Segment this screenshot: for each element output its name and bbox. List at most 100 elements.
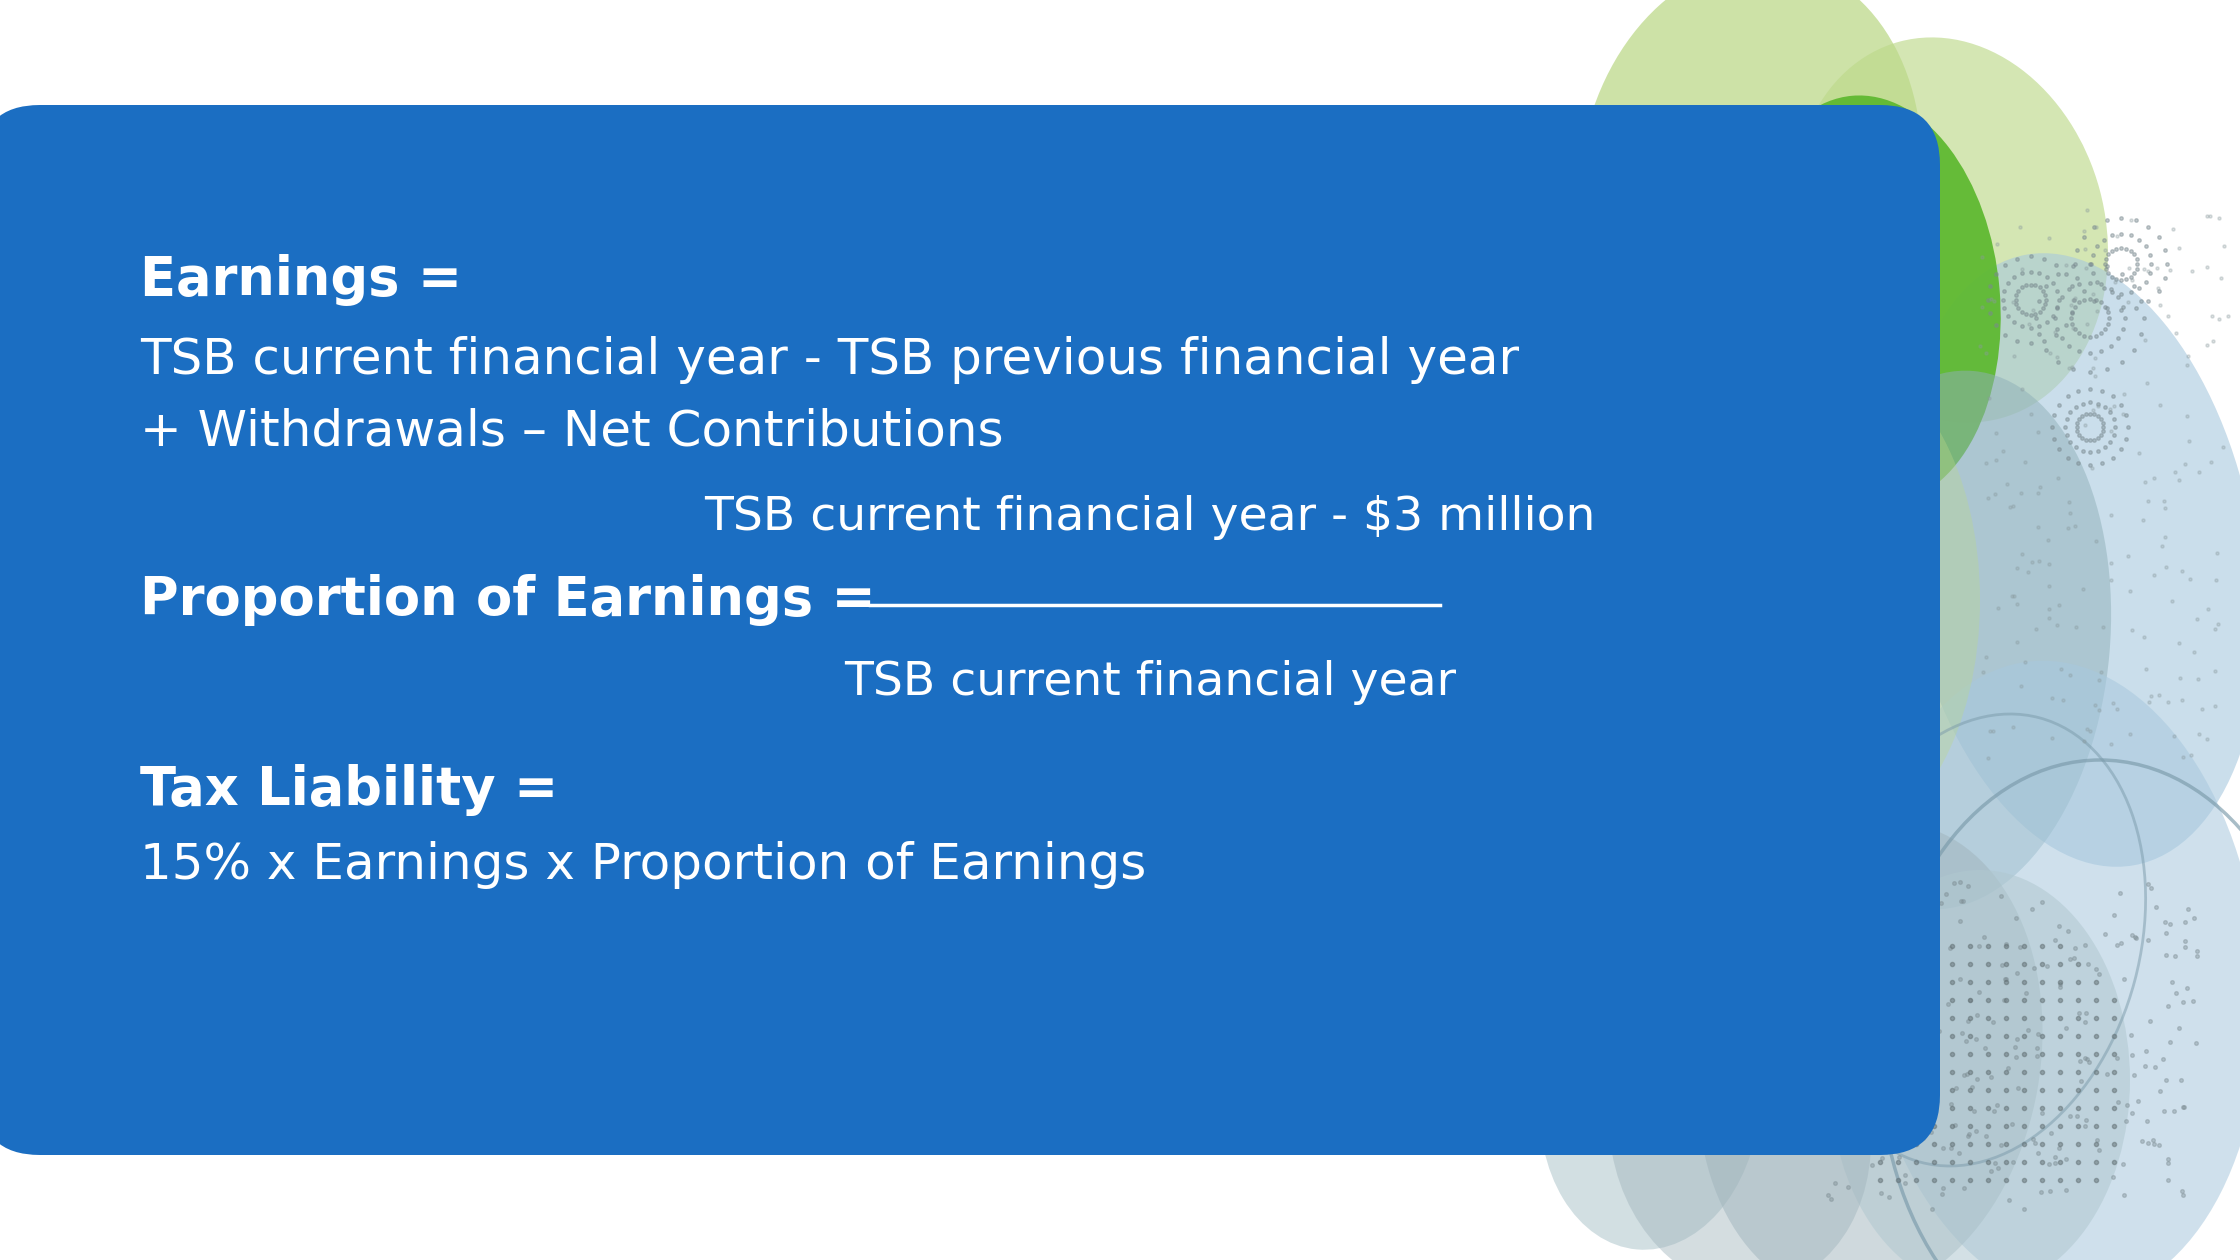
Point: [1949, 1031, 1985, 1051]
Point: [1908, 954, 1944, 974]
Point: [2148, 924, 2184, 944]
Point: [1821, 917, 1857, 937]
Point: [2052, 664, 2088, 684]
Point: [2070, 200, 2106, 220]
Point: [2180, 941, 2215, 961]
Point: [2148, 1071, 2184, 1091]
Point: [1828, 931, 1864, 951]
Point: [1835, 1123, 1870, 1143]
Point: [2000, 1029, 2036, 1050]
Point: [2009, 562, 2045, 582]
Text: Tax Liability =: Tax Liability =: [139, 764, 558, 816]
Point: [1998, 1047, 2034, 1067]
Point: [1994, 1152, 2029, 1172]
Point: [2012, 314, 2047, 334]
Point: [2130, 373, 2166, 393]
Point: [2003, 675, 2038, 696]
Point: [2056, 287, 2092, 307]
Point: [2206, 236, 2240, 256]
Point: [2000, 1077, 2036, 1097]
Point: [1895, 1061, 1931, 1081]
Point: [2128, 1111, 2164, 1131]
Point: [1830, 1177, 1866, 1197]
Point: [1960, 1005, 1996, 1026]
Point: [2068, 1110, 2103, 1130]
Point: [1991, 1191, 2027, 1211]
Point: [2054, 290, 2090, 310]
Point: [2162, 238, 2197, 258]
Point: [2085, 617, 2121, 638]
Point: [2029, 956, 2065, 976]
Point: [2166, 1097, 2202, 1118]
Point: [1859, 993, 1895, 1013]
Point: [2047, 1181, 2083, 1201]
Point: [1942, 969, 1978, 989]
Point: [2197, 662, 2233, 682]
Point: [2157, 462, 2193, 483]
Point: [2092, 553, 2128, 573]
Point: [2141, 1081, 2177, 1101]
Point: [2005, 379, 2041, 399]
Point: [2000, 593, 2036, 614]
Point: [1969, 1125, 2005, 1145]
Point: [2099, 699, 2135, 719]
Point: [1850, 934, 1886, 954]
Point: [1846, 970, 1882, 990]
Point: [1978, 1153, 2014, 1173]
Point: [2164, 562, 2200, 582]
Point: [2115, 1102, 2150, 1123]
Point: [1850, 908, 1886, 929]
Point: [2079, 959, 2115, 979]
Point: [2065, 580, 2101, 600]
Point: [1947, 1065, 1982, 1085]
Point: [2162, 668, 2197, 688]
Point: [2182, 724, 2218, 745]
Point: [2115, 620, 2150, 640]
Point: [2128, 1056, 2164, 1076]
Point: [2130, 261, 2166, 281]
Point: [2020, 1143, 2056, 1163]
Point: [2032, 1181, 2068, 1201]
Point: [2166, 747, 2202, 767]
Point: [2079, 530, 2115, 551]
Point: [2014, 403, 2050, 423]
Point: [1971, 721, 2007, 741]
Point: [1817, 1173, 1852, 1193]
Point: [1973, 1162, 2009, 1182]
Point: [1953, 1076, 1989, 1096]
Point: [2032, 1123, 2068, 1143]
Point: [2128, 1041, 2164, 1061]
Point: [2193, 306, 2229, 326]
Point: [1933, 1094, 1969, 1114]
Point: [1900, 1055, 1935, 1075]
Point: [1830, 978, 1866, 998]
Ellipse shape: [1698, 822, 2043, 1260]
Point: [2188, 335, 2224, 355]
Point: [2141, 394, 2177, 415]
Point: [1976, 291, 2012, 311]
Point: [2204, 268, 2240, 289]
Point: [2126, 260, 2162, 280]
Point: [2115, 1024, 2150, 1045]
Point: [1994, 1114, 2029, 1134]
Point: [2110, 546, 2146, 566]
Point: [2153, 260, 2188, 280]
Point: [1967, 1038, 2003, 1058]
Point: [2050, 921, 2085, 941]
Point: [2056, 948, 2092, 968]
Point: [1830, 955, 1866, 975]
Point: [2047, 256, 2083, 276]
Point: [1960, 935, 1996, 955]
Point: [2135, 1130, 2171, 1150]
Point: [2009, 983, 2045, 1003]
Point: [2088, 924, 2124, 944]
Point: [1996, 292, 2032, 312]
Text: Proportion of Earnings =: Proportion of Earnings =: [139, 575, 876, 626]
Point: [1850, 1042, 1886, 1062]
Text: 15% x Earnings x Proportion of Earnings: 15% x Earnings x Proportion of Earnings: [139, 840, 1147, 890]
Point: [2155, 591, 2191, 611]
Point: [2059, 1105, 2094, 1125]
Point: [1857, 944, 1893, 964]
Point: [2041, 974, 2076, 994]
Point: [1902, 1048, 1938, 1068]
